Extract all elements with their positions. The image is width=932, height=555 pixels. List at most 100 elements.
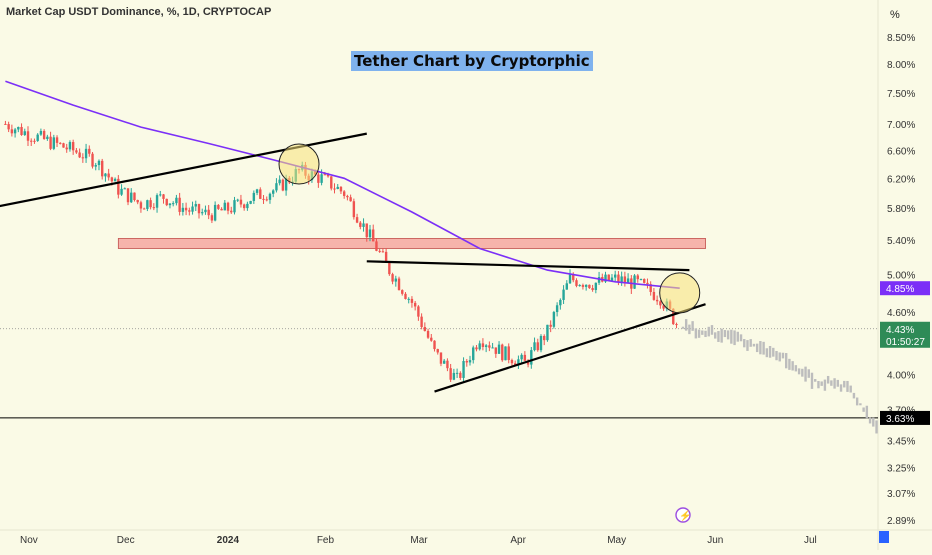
candle-body bbox=[142, 208, 146, 210]
x-tick-label: Apr bbox=[510, 535, 526, 546]
projection-bar bbox=[784, 353, 788, 369]
candle-body bbox=[436, 349, 439, 353]
projection-bar bbox=[704, 330, 707, 338]
projection-bar bbox=[804, 366, 807, 382]
candle-body bbox=[113, 178, 117, 182]
candle-body bbox=[391, 274, 394, 282]
candle-body bbox=[533, 342, 536, 351]
candle-body bbox=[275, 183, 278, 191]
candle-body bbox=[62, 143, 65, 148]
projection-bar bbox=[772, 347, 775, 357]
candle-body bbox=[591, 288, 594, 291]
candle-body bbox=[452, 372, 456, 380]
candle-body bbox=[455, 372, 459, 374]
candle-body bbox=[620, 276, 623, 282]
candle-body bbox=[410, 298, 414, 303]
candle-body bbox=[368, 229, 372, 238]
highlight-circle bbox=[659, 272, 701, 314]
candle-body bbox=[378, 250, 381, 252]
candle-body bbox=[110, 177, 114, 182]
candle-body bbox=[265, 199, 268, 201]
candle-body bbox=[510, 359, 514, 364]
candle-body bbox=[239, 199, 243, 205]
projection-bar bbox=[739, 334, 743, 342]
ma-price-tag-bg bbox=[880, 281, 930, 296]
y-tick-label: 8.00% bbox=[887, 60, 915, 71]
projection-bar bbox=[843, 380, 846, 388]
level-price-tag-bg bbox=[880, 410, 930, 425]
candle-body bbox=[94, 165, 97, 167]
candle-body bbox=[639, 279, 643, 281]
candle-body bbox=[159, 194, 162, 196]
projection-bar bbox=[752, 343, 756, 347]
candle-body bbox=[430, 337, 433, 341]
candle-body bbox=[233, 200, 236, 213]
candle-body bbox=[623, 276, 627, 283]
projection-bar bbox=[736, 331, 739, 342]
candle-body bbox=[107, 173, 110, 178]
candle-body bbox=[36, 134, 39, 141]
projection-bar bbox=[801, 368, 804, 377]
projection-bar bbox=[762, 341, 765, 355]
candle-body bbox=[236, 199, 239, 201]
price-axis-panel bbox=[878, 0, 932, 550]
candle-body bbox=[439, 352, 443, 364]
y-tick-label: 4.60% bbox=[887, 308, 915, 319]
projection-group bbox=[681, 319, 878, 434]
candle-body bbox=[446, 360, 449, 369]
candle-body bbox=[217, 204, 220, 209]
projection-bar bbox=[820, 381, 823, 386]
x-tick-label: 2024 bbox=[217, 535, 240, 546]
candle-body bbox=[659, 301, 662, 306]
candle-body bbox=[646, 282, 649, 285]
candle-body bbox=[546, 324, 549, 341]
candle-body bbox=[10, 129, 14, 134]
candle-body bbox=[181, 207, 185, 212]
candle-body bbox=[507, 346, 510, 360]
candle-body bbox=[423, 327, 427, 331]
candle-body bbox=[17, 126, 20, 130]
candle-body bbox=[539, 335, 543, 351]
candle-body bbox=[252, 192, 256, 201]
candle-body bbox=[442, 360, 446, 364]
candle-body bbox=[559, 299, 562, 306]
ma-price-tag: 4.85% bbox=[886, 284, 914, 295]
candle-body bbox=[413, 302, 417, 307]
x-tick-label: Mar bbox=[410, 535, 428, 546]
candle-body bbox=[575, 280, 578, 286]
candle-body bbox=[178, 197, 181, 212]
candle-body bbox=[84, 148, 88, 159]
candle-body bbox=[55, 137, 59, 143]
y-tick-label: 2.89% bbox=[887, 516, 915, 527]
projection-bar bbox=[810, 372, 814, 389]
candle-body bbox=[397, 278, 401, 291]
candle-body bbox=[372, 229, 375, 242]
axis-settings-icon bbox=[879, 531, 889, 543]
candle-body bbox=[475, 347, 478, 350]
candle-body bbox=[117, 178, 120, 195]
candle-body bbox=[513, 363, 517, 366]
projection-bar bbox=[720, 328, 723, 343]
projection-bar bbox=[755, 343, 759, 353]
candle-body bbox=[449, 368, 452, 380]
candle-body bbox=[465, 361, 468, 363]
candle-body bbox=[617, 274, 620, 282]
candle-body bbox=[20, 126, 23, 136]
projection-bar bbox=[833, 378, 836, 389]
projection-bar bbox=[839, 384, 843, 392]
candle-body bbox=[120, 188, 123, 195]
candle-body bbox=[549, 324, 552, 327]
candle-body bbox=[572, 274, 575, 281]
candle-body bbox=[584, 284, 588, 287]
candle-body bbox=[149, 200, 152, 208]
projection-bar bbox=[701, 330, 704, 335]
axis-unit-label[interactable]: % bbox=[890, 9, 900, 21]
candle-body bbox=[568, 274, 572, 284]
candle-body bbox=[201, 212, 204, 214]
candle-body bbox=[136, 200, 139, 203]
candle-body bbox=[333, 188, 336, 190]
candle-body bbox=[123, 188, 126, 190]
candle-body bbox=[336, 186, 339, 189]
